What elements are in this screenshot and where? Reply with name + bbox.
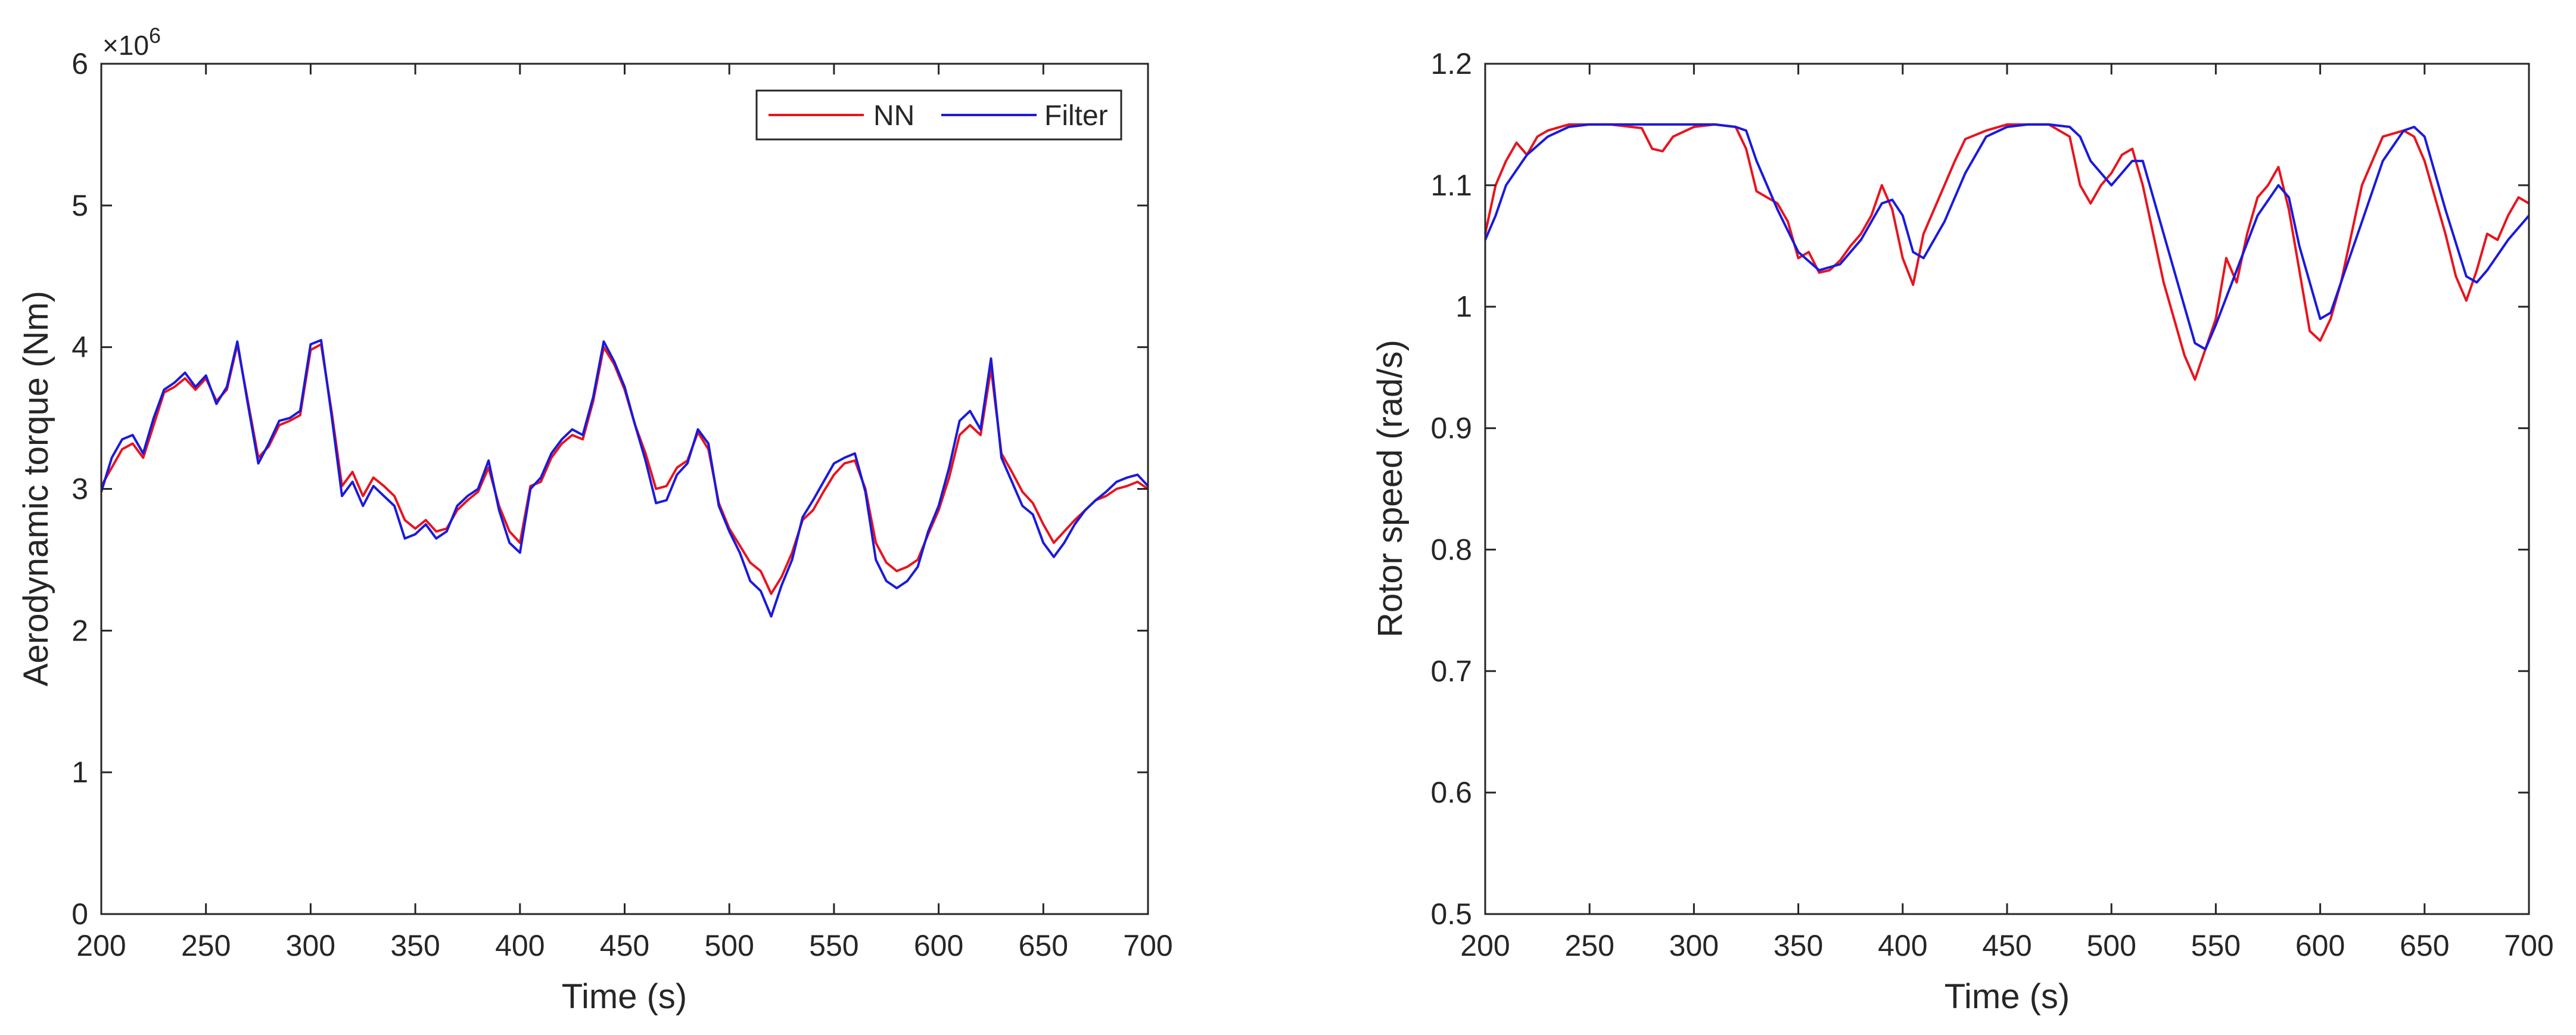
torque-x-tick-label: 350 — [390, 929, 440, 962]
rotor-x-tick-label: 200 — [1460, 929, 1510, 962]
rotor-speed-chart: 200 250 300 350 400 450 500 550 600 650 700 0.5 0.6 0… — [1371, 47, 2554, 1016]
torque-series-layer — [100, 338, 1149, 618]
torque-y-tick-label: 3 — [71, 473, 88, 506]
rotor-x-tick-label: 400 — [1878, 929, 1927, 962]
rotor-x-tick-label: 700 — [2504, 929, 2553, 962]
torque-y-tick-label: 6 — [71, 47, 88, 80]
torque-x-tick-label: 650 — [1019, 929, 1068, 962]
rotor-y-tick-label: 0.5 — [1430, 897, 1472, 931]
rotor-x-axis-label: Time (s) — [1945, 977, 2070, 1016]
rotor-y-tick-label: 1.1 — [1430, 169, 1472, 202]
torque-y-tick-label: 4 — [71, 331, 88, 364]
torque-legend: NN Filter — [755, 89, 1122, 141]
rotor-x-tick-label: 450 — [1982, 929, 2031, 962]
rotor-x-tick-label: 550 — [2191, 929, 2241, 962]
torque-x-tick-label: 600 — [914, 929, 963, 962]
rotor-y-tick-label: 0.9 — [1430, 412, 1472, 445]
rotor-y-tick-label: 0.7 — [1430, 654, 1472, 688]
torque-y-tick-label: 2 — [71, 614, 88, 647]
torque-y-axis-label: Aerodynamic torque (Nm) — [17, 291, 55, 686]
rotor-x-tick-label: 350 — [1774, 929, 1823, 962]
rotor-y-tick-label: 1.2 — [1430, 47, 1472, 80]
torque-x-tick-label: 300 — [286, 929, 335, 962]
legend-filter-label: Filter — [1044, 100, 1108, 132]
torque-chart: 200 250 300 350 400 450 500 550 600 650 700 0 1 2 3 4 5 6… — [17, 23, 1173, 1016]
torque-x-tick-label: 550 — [809, 929, 858, 962]
torque-x-tick-label: 450 — [600, 929, 649, 962]
torque-x-tick-label: 250 — [181, 929, 231, 962]
rotor-x-tick-label: 250 — [1564, 929, 1614, 962]
torque-y-tick-label: 5 — [71, 189, 88, 222]
rotor-x-tick-label: 600 — [2295, 929, 2345, 962]
rotor-y-tick-label: 0.6 — [1430, 776, 1472, 809]
rotor-series-layer — [1484, 123, 2530, 381]
torque-x-tick-label: 400 — [495, 929, 545, 962]
torque-ticks: 200 250 300 350 400 450 500 550 600 650 700 0 1 2 3 4 5 6 — [71, 47, 1173, 962]
torque-x-tick-label: 200 — [76, 929, 126, 962]
torque-y-tick-label: 0 — [71, 897, 88, 931]
torque-x-tick-label: 700 — [1123, 929, 1172, 962]
rotor-y-tick-label: 0.8 — [1430, 533, 1472, 566]
rotor-x-tick-label: 650 — [2400, 929, 2449, 962]
rotor-x-tick-label: 300 — [1669, 929, 1719, 962]
rotor-y-axis-label: Rotor speed (rad/s) — [1371, 340, 1410, 638]
legend-nn-label: NN — [873, 100, 914, 132]
rotor-x-tick-label: 500 — [2086, 929, 2136, 962]
rotor-y-tick-label: 1 — [1455, 290, 1472, 324]
torque-y-tick-label: 1 — [71, 756, 88, 789]
torque-x-tick-label: 500 — [704, 929, 754, 962]
rotor-ticks: 200 250 300 350 400 450 500 550 600 650 700 0.5 0.6 0… — [1430, 47, 2553, 962]
torque-series-filter-line — [100, 338, 1149, 618]
torque-y-exponent: ×106 — [102, 23, 161, 61]
rotor-series-filter-line — [1484, 123, 2530, 351]
torque-x-axis-label: Time (s) — [562, 977, 687, 1016]
